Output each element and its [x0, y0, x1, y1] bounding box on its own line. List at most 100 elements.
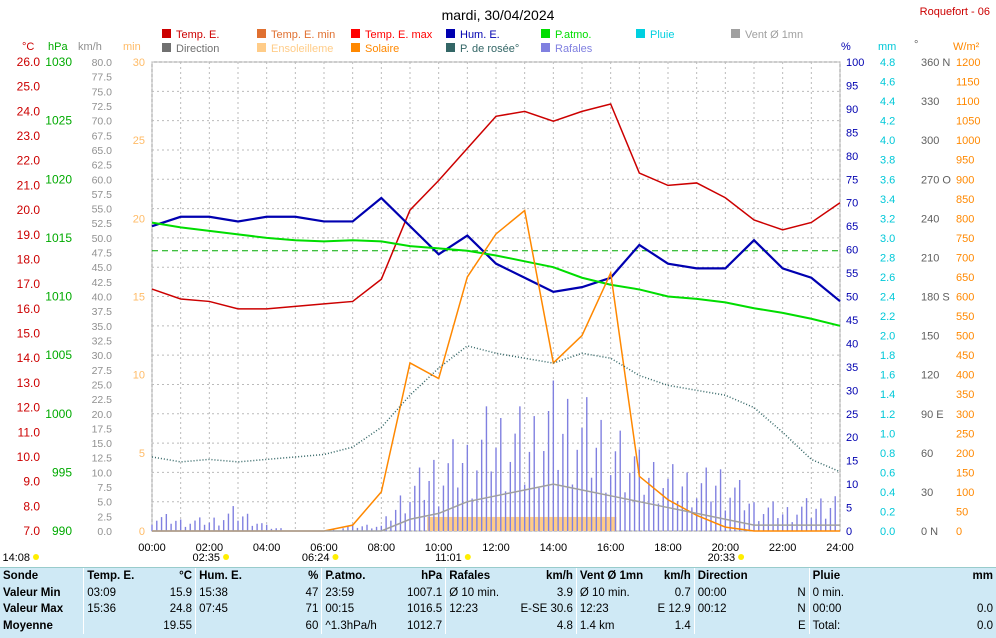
- legend-label: Vent Ø 1mn: [745, 29, 803, 41]
- wind-tick: 37.5: [92, 306, 113, 318]
- stats-gust-title: Rafales: [445, 568, 518, 585]
- stats-panel: Sonde Temp. E. °C Hum. E. % P.atmo. hPa …: [0, 567, 996, 638]
- legend-label: Temp. E. min: [271, 29, 335, 41]
- legend-swatch: [162, 29, 171, 38]
- wind-tick: 17.5: [92, 423, 113, 435]
- temp-tick: 9.0: [23, 475, 40, 489]
- hum-tick: 60: [846, 245, 858, 257]
- dir-tick: 360 N: [921, 57, 950, 69]
- x-tick: 22:00: [769, 542, 797, 554]
- solar-tick: 50: [956, 506, 968, 518]
- time-markers: 14:08 02:35 06:24 11:01 20:33: [2, 552, 745, 564]
- stats-row-label: Valeur Min: [3, 586, 61, 599]
- wind-tick: 62.5: [92, 160, 113, 172]
- press-tick: 1020: [45, 172, 72, 186]
- hum-tick: 85: [846, 127, 858, 139]
- temp-tick: 18.0: [17, 252, 41, 266]
- hum-tick: 15: [846, 456, 858, 468]
- rain-tick: 2.8: [880, 252, 895, 264]
- rain-tick: 0.2: [880, 506, 895, 518]
- temp-tick: 17.0: [17, 277, 41, 291]
- time-marker-label: 06:24: [302, 552, 330, 564]
- time-marker-label: 20:33: [708, 552, 736, 564]
- hum-tick: 25: [846, 409, 858, 421]
- temp-tick: 22.0: [17, 154, 41, 168]
- solar-tick: 200: [956, 448, 974, 460]
- sunmin-tick: 15: [133, 292, 145, 304]
- stats-wind-unit: km/h: [663, 570, 691, 583]
- solar-tick: 900: [956, 174, 974, 186]
- temp-tick: 12.0: [17, 401, 41, 415]
- temp-tick: 13.0: [17, 376, 41, 390]
- grid: [151, 61, 841, 532]
- solar-tick: 250: [956, 428, 974, 440]
- temp-unit: °C: [22, 41, 34, 53]
- time-marker-label: 02:35: [193, 552, 221, 564]
- stats-row-label: Sonde: [3, 570, 39, 583]
- sunmin-tick: 5: [139, 448, 145, 460]
- legend-label: Temp. E. max: [365, 29, 433, 41]
- time-marker-dot: [223, 554, 230, 560]
- temp-tick: 7.0: [23, 524, 40, 538]
- hum-tick: 75: [846, 174, 858, 186]
- series-lines: [151, 103, 841, 532]
- x-tick: 18:00: [654, 542, 682, 554]
- dir-tick: 60: [921, 448, 933, 460]
- temp-tick: 10.0: [17, 450, 41, 464]
- stats-temp-unit: °C: [179, 570, 193, 583]
- x-tick: 12:00: [482, 542, 510, 554]
- rain-tick: 1.2: [880, 409, 895, 421]
- stats-dir-title: Direction: [693, 568, 780, 585]
- hum-tick: 55: [846, 268, 858, 280]
- legend-label: Hum. E.: [460, 29, 500, 41]
- solar-tick: 150: [956, 467, 974, 479]
- temp-tick: 14.0: [17, 351, 41, 365]
- x-tick: 08:00: [368, 542, 396, 554]
- sunmin-tick: 10: [133, 370, 145, 382]
- sunmin-tick: 25: [133, 135, 145, 147]
- wind-tick: 52.5: [92, 218, 113, 230]
- wind-tick: 20.0: [92, 409, 113, 421]
- wind-tick: 42.5: [92, 277, 113, 289]
- press-tick: 1005: [45, 348, 72, 362]
- solar-tick: 100: [956, 487, 974, 499]
- dir-tick: 210: [921, 252, 939, 264]
- hum-unit: %: [841, 41, 851, 53]
- sunmin-unit: min: [123, 41, 141, 53]
- legend-swatch: [446, 43, 455, 52]
- series-p-atmo-: [151, 221, 841, 327]
- wind-tick: 5.0: [97, 497, 112, 509]
- temp-tick: 16.0: [17, 302, 41, 316]
- stats-temp-title: Temp. E.: [83, 568, 150, 585]
- legend-swatch: [162, 43, 171, 52]
- legend-label: Rafales: [555, 43, 593, 55]
- temp-tick: 15.0: [17, 327, 41, 341]
- x-tick: 24:00: [826, 542, 854, 554]
- temp-tick: 20.0: [17, 203, 41, 217]
- temp-tick: 24.0: [17, 104, 41, 118]
- wind-tick: 60.0: [92, 174, 113, 186]
- legend-swatch: [351, 29, 360, 38]
- rain-tick: 2.6: [880, 272, 895, 284]
- rain-tick: 2.0: [880, 331, 895, 343]
- rain-tick: 0.0: [880, 526, 895, 538]
- temp-tick: 21.0: [17, 178, 41, 192]
- stats-wind-title: Vent Ø 1mn: [575, 568, 655, 585]
- x-tick: 02:00: [196, 542, 224, 554]
- solar-tick: 850: [956, 194, 974, 206]
- rain-tick: 3.2: [880, 213, 895, 225]
- solar-tick: 400: [956, 370, 974, 382]
- time-marker-dot: [33, 554, 39, 560]
- x-tick: 06:00: [310, 542, 338, 554]
- solar-tick: 0: [956, 526, 962, 538]
- temp-tick: 19.0: [17, 228, 41, 242]
- hum-tick: 20: [846, 432, 858, 444]
- stats-press-unit: hPa: [421, 570, 443, 583]
- x-tick: 14:00: [540, 542, 568, 554]
- solar-tick: 1050: [956, 116, 980, 128]
- hum-tick: 0: [846, 526, 852, 538]
- solar-tick: 350: [956, 389, 974, 401]
- hum-tick: 90: [846, 104, 858, 116]
- solar-tick: 450: [956, 350, 974, 362]
- dir-tick: 270 O: [921, 174, 951, 186]
